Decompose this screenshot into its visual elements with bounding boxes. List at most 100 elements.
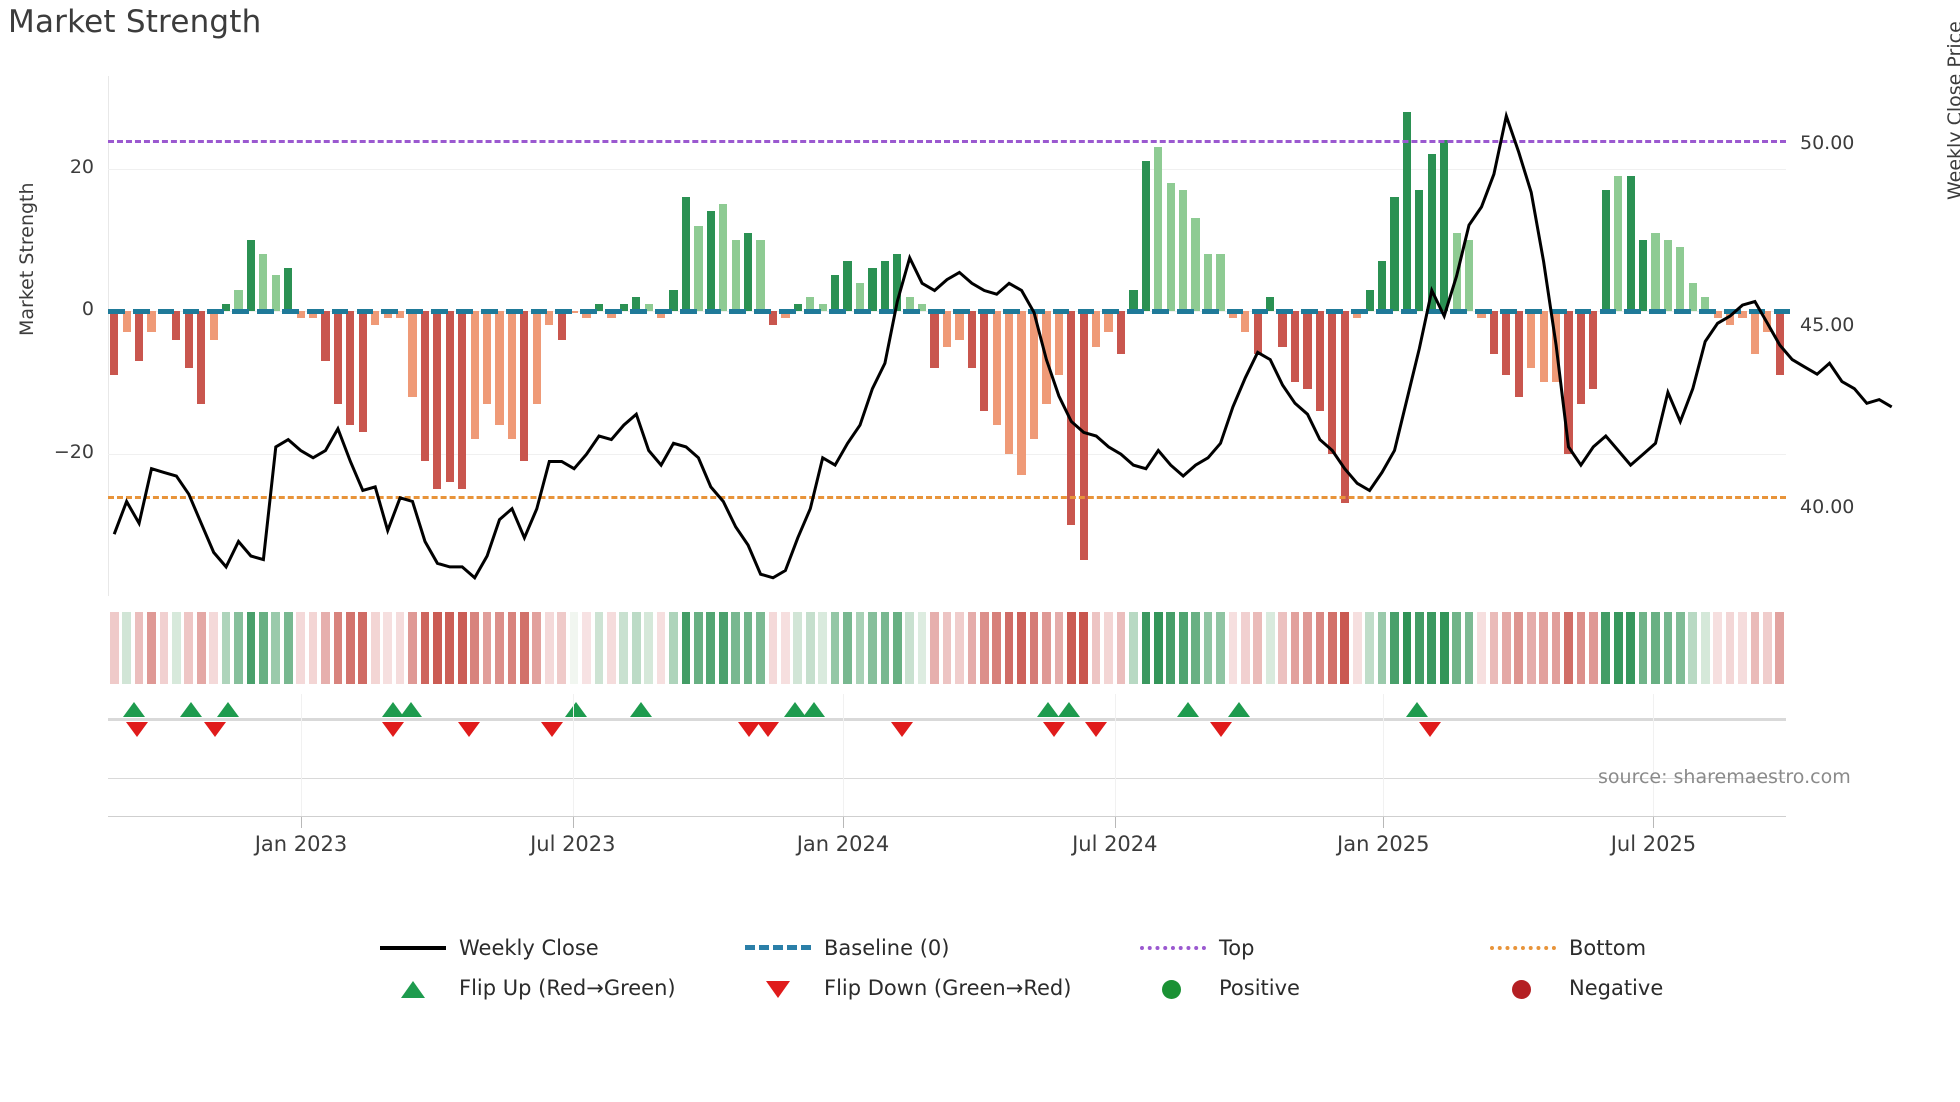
x-tick-label: Jul 2023 xyxy=(530,832,616,856)
bar xyxy=(1353,311,1362,319)
heatmap-cell xyxy=(743,612,753,684)
heatmap-cell xyxy=(1713,612,1722,684)
bar xyxy=(395,311,405,319)
legend-item[interactable]: Positive xyxy=(1140,976,1300,1000)
bar xyxy=(122,311,131,333)
heatmap-cell xyxy=(1725,612,1735,684)
bar xyxy=(1253,311,1262,354)
bar xyxy=(110,311,119,376)
flip-up-marker xyxy=(216,702,239,717)
bar xyxy=(520,311,529,461)
bar xyxy=(1067,311,1076,525)
bar xyxy=(1377,261,1387,312)
bar xyxy=(1601,189,1610,312)
x-axis-line xyxy=(108,816,1786,817)
baseline-dash xyxy=(1723,308,1741,314)
x-tick-mark xyxy=(300,817,302,828)
flip-down-marker xyxy=(1043,722,1066,737)
bar xyxy=(1129,289,1138,312)
pane-vertical-tick xyxy=(1114,694,1116,744)
baseline-dash xyxy=(505,308,523,314)
baseline-dash xyxy=(108,308,125,314)
bar xyxy=(1539,311,1548,383)
heatmap-cell xyxy=(1501,612,1511,684)
legend-label: Flip Up (Red→Green) xyxy=(459,976,676,1000)
bar xyxy=(1216,254,1225,312)
heatmap-cell xyxy=(383,612,392,684)
bar xyxy=(694,225,703,312)
baseline-dash xyxy=(605,308,622,314)
heatmap-cell xyxy=(793,612,803,684)
legend-item[interactable]: Flip Up (Red→Green) xyxy=(380,976,676,1000)
flip-down-marker xyxy=(757,722,780,737)
bar xyxy=(992,311,1001,426)
legend-item[interactable]: Negative xyxy=(1490,976,1663,1000)
y-axis-left-label: Market Strength xyxy=(16,182,38,336)
heatmap-cell xyxy=(433,612,442,684)
heatmap-cell xyxy=(1066,612,1076,684)
pane-vertical-tick xyxy=(842,744,844,780)
baseline-dash xyxy=(1077,308,1095,314)
legend-item[interactable]: Flip Down (Green→Red) xyxy=(745,976,1071,1000)
pane-vertical-tick xyxy=(572,779,574,817)
bar xyxy=(1266,296,1275,312)
heatmap-cell xyxy=(1439,612,1449,684)
bar xyxy=(607,311,616,319)
heatmap-cell xyxy=(930,612,939,684)
bar xyxy=(259,254,268,312)
legend-item[interactable]: Bottom xyxy=(1490,936,1646,960)
bar xyxy=(1278,311,1287,347)
pane-vertical-tick xyxy=(1653,744,1655,780)
pane-vertical-tick xyxy=(300,779,302,817)
bar xyxy=(197,311,206,404)
pane-vertical-tick xyxy=(572,744,574,780)
heatmap-cell xyxy=(1688,612,1698,684)
heatmap-cell xyxy=(296,612,305,684)
flip-up-marker xyxy=(123,702,145,717)
heatmap-cell xyxy=(830,612,840,684)
legend-item[interactable]: Top xyxy=(1140,936,1254,960)
bar xyxy=(657,311,666,319)
bar xyxy=(719,204,728,312)
y-tick-label-right: 50.00 xyxy=(1800,132,1855,155)
baseline-dash xyxy=(1201,308,1219,314)
y-tick-label-left: 0 xyxy=(81,298,94,321)
bar xyxy=(1477,311,1486,319)
legend-item[interactable]: Weekly Close xyxy=(380,936,599,960)
heatmap-cell xyxy=(1340,612,1350,684)
bar xyxy=(1440,140,1449,312)
baseline-dash xyxy=(580,308,598,314)
bar xyxy=(806,296,815,312)
bar xyxy=(1402,111,1411,312)
bar xyxy=(358,311,367,433)
bar xyxy=(1290,311,1300,383)
legend-item[interactable]: Baseline (0) xyxy=(745,936,949,960)
heatmap-cell xyxy=(892,612,902,684)
heatmap-cell xyxy=(147,612,156,684)
bar xyxy=(756,239,765,312)
bar xyxy=(1427,154,1436,312)
heatmap-cell xyxy=(507,612,517,684)
flip-down-marker xyxy=(204,722,227,737)
bar xyxy=(1191,218,1200,312)
heatmap-cell xyxy=(122,612,131,684)
legend-swatch xyxy=(380,937,446,959)
bar xyxy=(1502,311,1511,376)
heatmap-cell xyxy=(868,612,877,684)
legend-swatch xyxy=(1140,937,1206,959)
heatmap-cell xyxy=(1414,612,1424,684)
heatmap-cell xyxy=(544,612,554,684)
flip-up-marker xyxy=(180,702,203,717)
baseline-dash xyxy=(157,308,175,314)
baseline-dash xyxy=(306,308,324,314)
heatmap-cell xyxy=(631,612,641,684)
bar xyxy=(284,268,293,312)
bar xyxy=(458,311,467,490)
bar xyxy=(433,311,442,490)
heatmap-cell xyxy=(718,612,728,684)
bar xyxy=(408,311,417,397)
y-tick-label-left: −20 xyxy=(53,440,94,463)
baseline-dash xyxy=(1748,308,1766,314)
baseline-dash xyxy=(282,308,299,314)
baseline-dash xyxy=(1152,308,1169,314)
